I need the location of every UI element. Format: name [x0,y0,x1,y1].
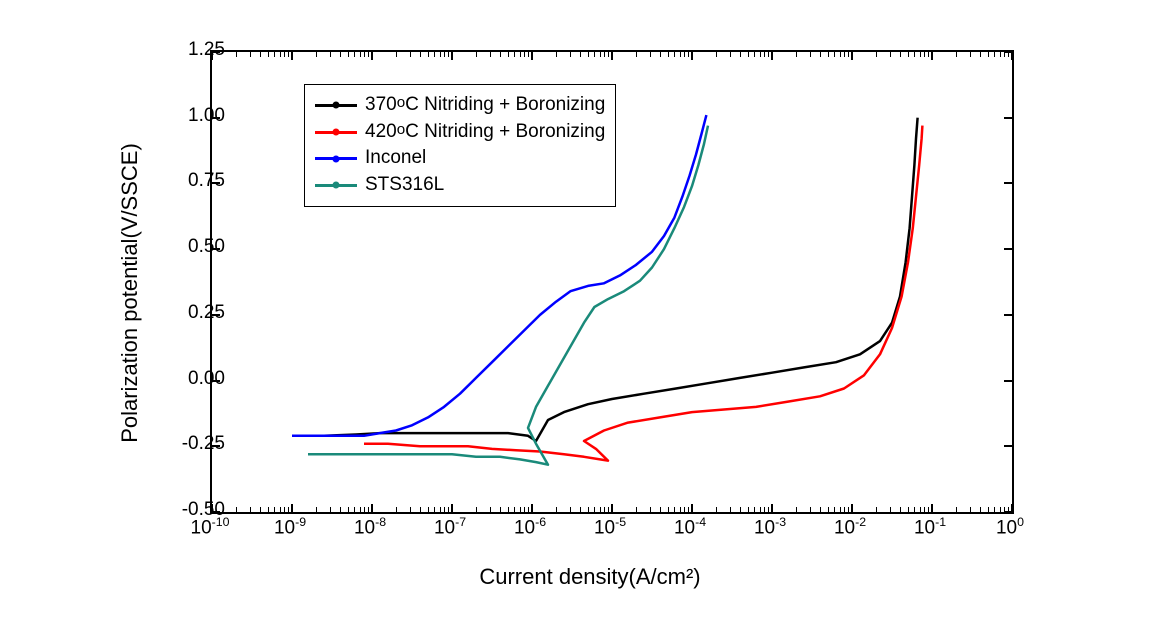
x-tick-label: 10-6 [514,515,546,539]
legend-item: Inconel [315,146,605,171]
legend-item: 420oC Nitriding + Boronizing [315,120,605,145]
x-tick-label: 10-9 [274,515,306,539]
x-axis-label: Current density(A/cm²) [479,564,700,590]
x-tick-label: 10-2 [834,515,866,539]
y-tick-label: -0.25 [165,433,225,455]
y-tick-label: 0.25 [165,302,225,324]
x-tick-label: 10-8 [354,515,386,539]
x-tick-label: 10-7 [434,515,466,539]
legend-label: 420oC Nitriding + Boronizing [365,120,605,145]
legend-item: STS316L [315,173,605,198]
polarization-chart: 370oC Nitriding + Boronizing420oC Nitrid… [130,30,1050,590]
x-tick-label: 10-4 [674,515,706,539]
y-tick-label: 1.25 [165,39,225,61]
legend-label: STS316L [365,173,444,198]
x-tick-label: 10-3 [754,515,786,539]
x-tick-label: 10-10 [191,515,230,539]
legend-label: 370oC Nitriding + Boronizing [365,93,605,118]
x-tick-label: 10-1 [914,515,946,539]
x-tick-label: 10-5 [594,515,626,539]
chart-legend: 370oC Nitriding + Boronizing420oC Nitrid… [304,84,616,207]
y-tick-label: 1.00 [165,105,225,127]
y-tick-label: 0.50 [165,236,225,258]
legend-item: 370oC Nitriding + Boronizing [315,93,605,118]
y-tick-label: 0.75 [165,170,225,192]
y-axis-label: Polarization potential(V/SSCE) [117,143,143,443]
x-tick-label: 100 [996,515,1024,539]
legend-label: Inconel [365,146,426,171]
plot-area: 370oC Nitriding + Boronizing420oC Nitrid… [210,50,1014,514]
y-tick-label: 0.00 [165,368,225,390]
